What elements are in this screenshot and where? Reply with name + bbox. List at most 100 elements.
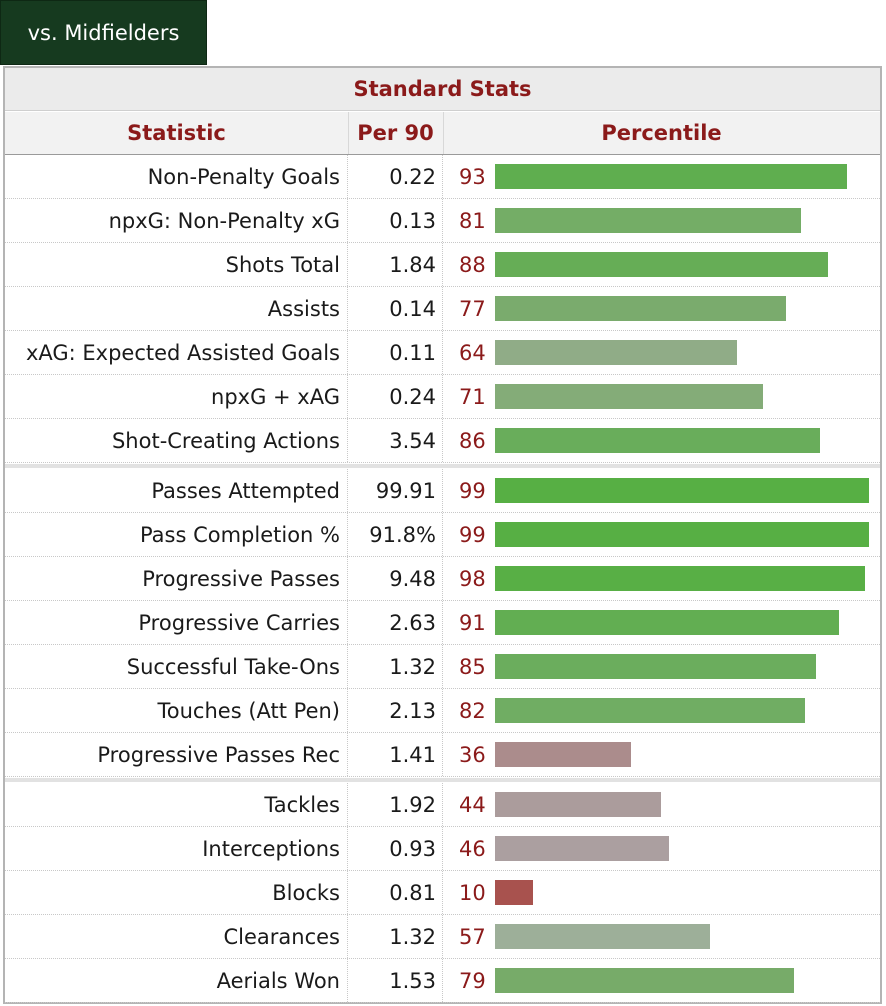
table-row: Shots Total 1.84 88 <box>5 243 880 287</box>
percentile-bar <box>495 880 533 905</box>
per90-value: 1.32 <box>348 915 443 958</box>
percentile-value: 10 <box>459 880 486 905</box>
stat-name: Non-Penalty Goals <box>5 155 348 198</box>
stat-name: Progressive Carries <box>5 601 348 644</box>
stat-name: Tackles <box>5 783 348 826</box>
percentile-bar <box>495 296 786 321</box>
per90-value: 0.13 <box>348 199 443 242</box>
column-header-row: Statistic Per 90 Percentile <box>5 112 880 155</box>
stat-name: Interceptions <box>5 827 348 870</box>
percentile-bar <box>495 384 763 409</box>
per90-value: 0.93 <box>348 827 443 870</box>
percentile-bar <box>495 968 794 993</box>
percentile-value: 64 <box>459 340 486 365</box>
stat-name: Progressive Passes Rec <box>5 733 348 776</box>
stat-name: Blocks <box>5 871 348 914</box>
table-row: Pass Completion % 91.8% 99 <box>5 513 880 557</box>
table-row: Blocks 0.81 10 <box>5 871 880 915</box>
group-separator <box>5 778 880 782</box>
table-row: npxG + xAG 0.24 71 <box>5 375 880 419</box>
stat-name: Clearances <box>5 915 348 958</box>
percentile-value: 91 <box>459 610 486 635</box>
table-title: Standard Stats <box>5 68 880 111</box>
percentile-bar <box>495 792 661 817</box>
percentile-value: 46 <box>459 836 486 861</box>
percentile-bar <box>495 478 869 503</box>
table-row: xAG: Expected Assisted Goals 0.11 64 <box>5 331 880 375</box>
per90-value: 1.92 <box>348 783 443 826</box>
per90-value: 2.63 <box>348 601 443 644</box>
stat-name: xAG: Expected Assisted Goals <box>5 331 348 374</box>
percentile-value: 99 <box>459 478 486 503</box>
table-row: Aerials Won 1.53 79 <box>5 959 880 1003</box>
percentile-value: 99 <box>459 522 486 547</box>
per90-value: 0.22 <box>348 155 443 198</box>
stat-name: Successful Take-Ons <box>5 645 348 688</box>
percentile-bar <box>495 566 865 591</box>
per90-value: 2.13 <box>348 689 443 732</box>
per90-value: 1.53 <box>348 959 443 1002</box>
per90-value: 0.81 <box>348 871 443 914</box>
stat-name: Pass Completion % <box>5 513 348 556</box>
percentile-value: 81 <box>459 208 486 233</box>
percentile-value: 93 <box>459 164 486 189</box>
percentile-bar <box>495 252 828 277</box>
column-header-per90[interactable]: Per 90 <box>348 112 444 154</box>
table-row: Non-Penalty Goals 0.22 93 <box>5 155 880 199</box>
stat-name: Progressive Passes <box>5 557 348 600</box>
table-row: Shot-Creating Actions 3.54 86 <box>5 419 880 463</box>
per90-value: 9.48 <box>348 557 443 600</box>
table-row: Tackles 1.92 44 <box>5 783 880 827</box>
percentile-bar <box>495 742 631 767</box>
per90-value: 91.8% <box>348 513 443 556</box>
stats-table: Standard Stats Statistic Per 90 Percenti… <box>3 66 882 1004</box>
per90-value: 1.32 <box>348 645 443 688</box>
stat-name: Shots Total <box>5 243 348 286</box>
percentile-bar <box>495 610 839 635</box>
group-separator <box>5 464 880 468</box>
stat-name: Assists <box>5 287 348 330</box>
percentile-bar <box>495 340 737 365</box>
percentile-value: 86 <box>459 428 486 453</box>
percentile-value: 71 <box>459 384 486 409</box>
percentile-value: 36 <box>459 742 486 767</box>
tab-label: vs. Midfielders <box>27 20 180 45</box>
stat-name: Passes Attempted <box>5 469 348 512</box>
table-row: Progressive Passes Rec 1.41 36 <box>5 733 880 777</box>
stat-name: Shot-Creating Actions <box>5 419 348 462</box>
percentile-bar <box>495 208 801 233</box>
tab-vs-midfielders[interactable]: vs. Midfielders <box>0 0 207 65</box>
per90-value: 0.24 <box>348 375 443 418</box>
percentile-bar <box>495 836 669 861</box>
column-header-percentile[interactable]: Percentile <box>601 121 722 145</box>
stat-name: Aerials Won <box>5 959 348 1002</box>
per90-value: 1.41 <box>348 733 443 776</box>
per90-value: 0.11 <box>348 331 443 374</box>
stat-name: npxG: Non-Penalty xG <box>5 199 348 242</box>
percentile-value: 88 <box>459 252 486 277</box>
per90-value: 1.84 <box>348 243 443 286</box>
per90-value: 3.54 <box>348 419 443 462</box>
table-row: Passes Attempted 99.91 99 <box>5 469 880 513</box>
column-header-statistic[interactable]: Statistic <box>5 112 349 154</box>
percentile-value: 77 <box>459 296 486 321</box>
per90-value: 0.14 <box>348 287 443 330</box>
percentile-bar <box>495 654 816 679</box>
table-row: Interceptions 0.93 46 <box>5 827 880 871</box>
percentile-bar <box>495 428 820 453</box>
table-row: Progressive Carries 2.63 91 <box>5 601 880 645</box>
percentile-value: 44 <box>459 792 486 817</box>
table-row: Assists 0.14 77 <box>5 287 880 331</box>
percentile-value: 82 <box>459 698 486 723</box>
table-row: Clearances 1.32 57 <box>5 915 880 959</box>
percentile-bar <box>495 164 847 189</box>
table-row: Successful Take-Ons 1.32 85 <box>5 645 880 689</box>
percentile-bar <box>495 698 805 723</box>
table-title-text: Standard Stats <box>353 77 532 101</box>
percentile-value: 85 <box>459 654 486 679</box>
table-row: npxG: Non-Penalty xG 0.13 81 <box>5 199 880 243</box>
percentile-value: 98 <box>459 566 486 591</box>
table-row: Touches (Att Pen) 2.13 82 <box>5 689 880 733</box>
table-row: Progressive Passes 9.48 98 <box>5 557 880 601</box>
percentile-bar <box>495 522 869 547</box>
